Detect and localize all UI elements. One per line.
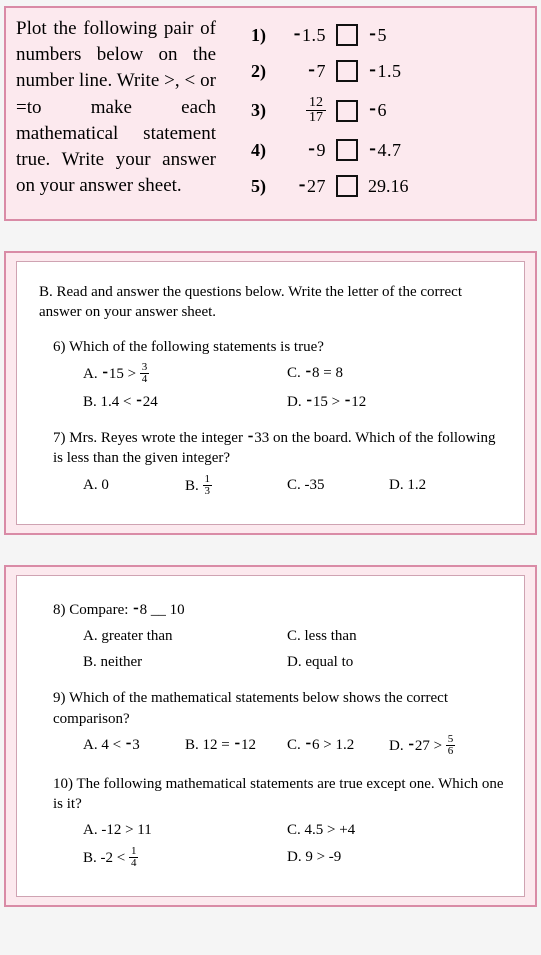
q10-option-d[interactable]: D. 9 > -9 xyxy=(287,847,491,870)
left-value: ⁃7 xyxy=(276,61,326,82)
row-number: 3) xyxy=(244,100,266,121)
fraction-numerator: 3 xyxy=(140,362,150,373)
fraction: 56 xyxy=(446,734,456,757)
section-c-inner: 8) Compare: ⁃8 __ 10 A. greater than C. … xyxy=(16,575,525,897)
section-a-card: Plot the following pair of numbers below… xyxy=(4,6,537,221)
q9-option-a[interactable]: A. 4 < ⁃3 xyxy=(83,735,185,758)
fraction-numerator: 1 xyxy=(129,846,139,857)
question-7: 7) Mrs. Reyes wrote the integer ⁃33 on t… xyxy=(53,428,508,504)
q7-options: A. 0 B. 13 C. -35 D. 1.2 xyxy=(83,475,508,504)
q10-option-b[interactable]: B. -2 < 14 xyxy=(83,847,287,870)
left-value: ⁃9 xyxy=(276,140,326,161)
q7-option-d[interactable]: D. 1.2 xyxy=(389,475,491,498)
left-value: ⁃1.5 xyxy=(276,25,326,46)
q8-option-a[interactable]: A. greater than xyxy=(83,626,287,646)
row-number: 2) xyxy=(244,61,266,82)
q8-option-c[interactable]: C. less than xyxy=(287,626,491,646)
row-number: 1) xyxy=(244,25,266,46)
q6-option-d[interactable]: D. ⁃15 > ⁃12 xyxy=(287,392,491,412)
q7-option-a[interactable]: A. 0 xyxy=(83,475,185,498)
q6-option-c[interactable]: C. ⁃8 = 8 xyxy=(287,363,491,386)
section-a-row: Plot the following pair of numbers below… xyxy=(16,16,525,211)
q9-option-c[interactable]: C. ⁃6 > 1.2 xyxy=(287,735,389,758)
row-number: 5) xyxy=(244,176,266,197)
q8-stem: 8) Compare: ⁃8 __ 10 xyxy=(53,600,508,620)
q6-stem: 6) Which of the following statements is … xyxy=(53,337,508,357)
fraction-denominator: 17 xyxy=(306,110,326,125)
answer-box[interactable] xyxy=(336,139,358,161)
fraction: 34 xyxy=(140,362,150,385)
answer-box[interactable] xyxy=(336,24,358,46)
q6-option-a[interactable]: A. ⁃15 > 34 xyxy=(83,363,287,386)
q6-option-b[interactable]: B. 1.4 < ⁃24 xyxy=(83,392,287,412)
section-b-card: B. Read and answer the questions below. … xyxy=(4,251,537,535)
answer-box[interactable] xyxy=(336,60,358,82)
fraction-numerator: 5 xyxy=(446,734,456,745)
compare-row-5: 5) ⁃27 29.16 xyxy=(244,175,525,197)
q9-stem: 9) Which of the mathematical statements … xyxy=(53,688,508,729)
q10-option-a[interactable]: A. -12 > 11 xyxy=(83,820,287,840)
q8-option-d[interactable]: D. equal to xyxy=(287,652,491,672)
compare-row-4: 4) ⁃9 ⁃4.7 xyxy=(244,139,525,161)
q7-option-c[interactable]: C. -35 xyxy=(287,475,389,498)
q7-option-b[interactable]: B. 13 xyxy=(185,475,287,498)
fraction-numerator: 1 xyxy=(203,474,213,485)
option-text: D. ⁃27 > xyxy=(389,738,446,754)
q8-option-b[interactable]: B. neither xyxy=(83,652,287,672)
fraction: 14 xyxy=(129,846,139,869)
section-b-inner: B. Read and answer the questions below. … xyxy=(16,261,525,525)
right-value: ⁃6 xyxy=(368,100,428,121)
question-10: 10) The following mathematical statement… xyxy=(53,774,508,876)
row-number: 4) xyxy=(244,140,266,161)
answer-box[interactable] xyxy=(336,100,358,122)
q9-option-d[interactable]: D. ⁃27 > 56 xyxy=(389,735,491,758)
q8-options: A. greater than C. less than B. neither … xyxy=(83,626,508,679)
compare-row-2: 2) ⁃7 ⁃1.5 xyxy=(244,60,525,82)
fraction-numerator: 12 xyxy=(306,96,326,110)
q7-stem: 7) Mrs. Reyes wrote the integer ⁃33 on t… xyxy=(53,428,508,469)
right-value: ⁃1.5 xyxy=(368,61,428,82)
fraction: 13 xyxy=(203,474,213,497)
option-text: B. -2 < xyxy=(83,849,129,865)
compare-row-1: 1) ⁃1.5 ⁃5 xyxy=(244,24,525,46)
fraction-denominator: 4 xyxy=(129,857,139,869)
q10-stem: 10) The following mathematical statement… xyxy=(53,774,508,815)
q9-option-b[interactable]: B. 12 = ⁃12 xyxy=(185,735,287,758)
answer-box[interactable] xyxy=(336,175,358,197)
fraction-denominator: 6 xyxy=(446,745,456,757)
right-value: 29.16 xyxy=(368,176,428,197)
question-9: 9) Which of the mathematical statements … xyxy=(53,688,508,764)
section-a-instructions: Plot the following pair of numbers below… xyxy=(16,16,216,211)
compare-list: 1) ⁃1.5 ⁃5 2) ⁃7 ⁃1.5 3) 12 17 xyxy=(224,16,525,211)
section-b-lead: B. Read and answer the questions below. … xyxy=(39,282,508,323)
compare-row-3: 3) 12 17 ⁃6 xyxy=(244,96,525,125)
option-text: B. xyxy=(185,477,203,493)
fraction-denominator: 4 xyxy=(140,373,150,385)
right-value: ⁃4.7 xyxy=(368,140,428,161)
fraction-denominator: 3 xyxy=(203,485,213,497)
q10-options: A. -12 > 11 C. 4.5 > +4 B. -2 < 14 D. 9 … xyxy=(83,820,508,875)
right-value: ⁃5 xyxy=(368,25,428,46)
left-value: 12 17 xyxy=(276,96,326,125)
q6-options: A. ⁃15 > 34 C. ⁃8 = 8 B. 1.4 < ⁃24 D. ⁃1… xyxy=(83,363,508,418)
question-8: 8) Compare: ⁃8 __ 10 A. greater than C. … xyxy=(53,600,508,679)
question-6: 6) Which of the following statements is … xyxy=(53,337,508,419)
option-text: A. ⁃15 > xyxy=(83,366,140,382)
fraction: 12 17 xyxy=(306,96,326,125)
section-c-card: 8) Compare: ⁃8 __ 10 A. greater than C. … xyxy=(4,565,537,907)
q10-option-c[interactable]: C. 4.5 > +4 xyxy=(287,820,491,840)
q9-options: A. 4 < ⁃3 B. 12 = ⁃12 C. ⁃6 > 1.2 D. ⁃27… xyxy=(83,735,508,764)
left-value: ⁃27 xyxy=(276,176,326,197)
